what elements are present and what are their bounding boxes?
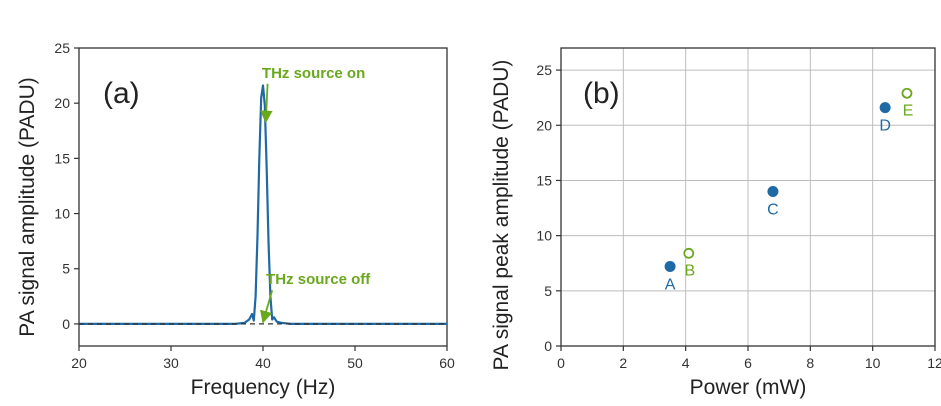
x-axis-label: Power (mW) xyxy=(690,376,807,399)
y-tick-label: 20 xyxy=(54,95,70,111)
y-tick-label: 0 xyxy=(544,338,552,354)
data-point-D xyxy=(879,102,891,114)
x-tick-label: 60 xyxy=(439,355,455,371)
data-point-A xyxy=(664,261,676,273)
x-tick-label: 40 xyxy=(255,355,271,371)
x-tick-label: 0 xyxy=(557,355,565,371)
y-tick-label: 25 xyxy=(536,62,552,78)
x-tick-label: 8 xyxy=(806,355,814,371)
signal-series-line xyxy=(79,84,447,325)
x-tick-label: 6 xyxy=(744,355,752,371)
data-point-B xyxy=(683,247,695,259)
y-tick-label: 15 xyxy=(54,150,70,166)
x-tick-label: 2 xyxy=(619,355,627,371)
x-axis-label: Frequency (Hz) xyxy=(191,376,336,399)
y-tick-label: 10 xyxy=(54,206,70,222)
annotation-label: THz source on xyxy=(262,65,365,82)
chart-b: 0 2 4 6 8 10 12 0 5 10 15 20 25 Power (mW) PA signal p… xyxy=(490,47,941,399)
y-tick-label: 10 xyxy=(536,228,552,244)
x-tick-label: 30 xyxy=(163,355,179,371)
annotation-arrow xyxy=(260,83,273,124)
y-tick-label: 5 xyxy=(544,283,552,299)
point-label-A: A xyxy=(665,277,676,294)
x-tick-label: 50 xyxy=(347,355,363,371)
y-axis-label: PA signal peak amplitude (PADU) xyxy=(490,60,513,371)
data-point-E xyxy=(901,87,913,99)
x-tick-label: 4 xyxy=(682,355,690,371)
x-tick-label: 10 xyxy=(865,355,881,371)
chart-a: 20 30 40 50 60 0 5 10 15 20 25 Frequency (Hz) PA sig… xyxy=(16,40,455,399)
annotation-label: THz source off xyxy=(266,271,371,288)
y-tick-label: 0 xyxy=(62,316,70,332)
y-tick-label: 25 xyxy=(54,40,70,56)
point-label-E: E xyxy=(903,102,914,119)
panel-label: (a) xyxy=(103,77,140,110)
point-label-D: D xyxy=(879,118,891,135)
annotation-arrow xyxy=(260,289,274,324)
point-label-C: C xyxy=(767,201,779,218)
point-label-B: B xyxy=(684,262,695,279)
y-tick-label: 20 xyxy=(536,117,552,133)
y-tick-label: 5 xyxy=(62,261,70,277)
panel-label: (b) xyxy=(583,77,620,110)
y-tick-label: 15 xyxy=(536,172,552,188)
y-axis-label: PA signal amplitude (PADU) xyxy=(16,77,39,337)
data-point-C xyxy=(767,185,779,197)
x-tick-label: 12 xyxy=(927,355,941,371)
x-tick-label: 20 xyxy=(71,355,87,371)
